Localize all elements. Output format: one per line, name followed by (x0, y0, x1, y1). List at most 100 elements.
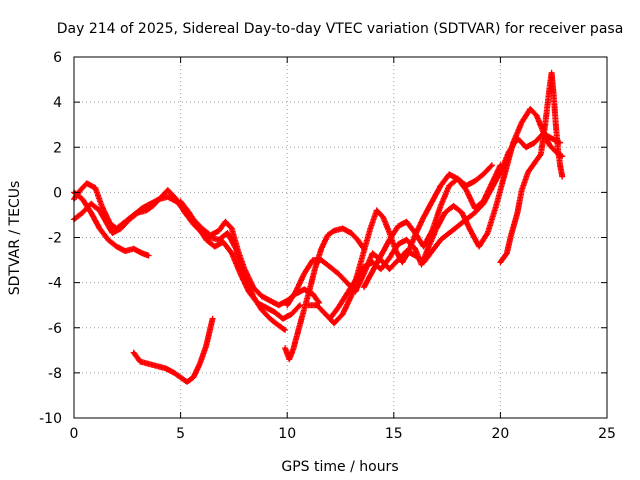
data-point (388, 256, 391, 260)
data-point (81, 211, 84, 214)
series-10 (361, 162, 504, 291)
data-point (294, 290, 297, 293)
data-point (89, 202, 93, 205)
data-point (533, 141, 536, 144)
data-point (473, 211, 477, 214)
data-point (141, 252, 144, 255)
data-point (303, 272, 306, 275)
y-tick-label: -10 (39, 411, 62, 427)
data-point (209, 236, 212, 239)
data-point (362, 265, 366, 269)
data-point (477, 245, 481, 248)
data-point (277, 303, 280, 307)
data-point (426, 247, 430, 250)
series-9 (326, 105, 566, 322)
data-point (520, 188, 523, 192)
x-tick-label: 20 (491, 426, 509, 442)
data-point (535, 114, 538, 117)
y-axis-label: SDTVAR / TECUs (7, 181, 23, 296)
data-point (490, 182, 494, 185)
data-point (217, 238, 221, 241)
data-point (158, 197, 161, 201)
data-point (192, 376, 195, 379)
data-point (396, 225, 400, 228)
data-point (539, 152, 543, 156)
data-point (371, 261, 374, 264)
data-point (381, 215, 385, 219)
y-tick-label: 0 (53, 185, 62, 201)
y-tick-label: -6 (48, 321, 62, 337)
data-point (183, 211, 187, 214)
data-point (337, 272, 340, 275)
data-point (401, 261, 404, 264)
data-series (71, 69, 566, 385)
data-point (413, 247, 417, 250)
data-point (362, 249, 366, 253)
data-point (388, 267, 391, 271)
y-tick-label: 6 (53, 50, 62, 66)
data-point (554, 123, 558, 126)
data-point (98, 209, 101, 212)
data-point (290, 313, 293, 316)
data-point (166, 188, 170, 192)
data-point (164, 367, 167, 370)
data-point (268, 317, 272, 320)
data-point (345, 292, 349, 296)
data-point (548, 87, 551, 90)
data-point (494, 204, 498, 208)
data-point (179, 376, 182, 379)
data-point (396, 243, 400, 246)
data-point (561, 175, 564, 178)
data-point (147, 362, 150, 366)
data-point (303, 288, 306, 291)
data-point (132, 351, 135, 354)
grid (74, 57, 607, 418)
data-point (552, 94, 555, 97)
data-point (104, 220, 108, 223)
data-point (548, 143, 551, 147)
data-point (256, 301, 259, 305)
data-point (260, 308, 263, 311)
data-point (307, 292, 310, 296)
data-point (111, 231, 114, 235)
x-axis-label: GPS time / hours (281, 459, 398, 475)
data-point (179, 200, 182, 203)
data-point (405, 238, 408, 241)
data-point (388, 231, 391, 235)
data-point (328, 317, 332, 320)
data-point (85, 182, 88, 185)
data-point (106, 238, 110, 241)
data-point (213, 245, 216, 248)
data-point (379, 254, 383, 257)
data-point (341, 313, 344, 316)
data-point (543, 123, 547, 126)
data-point (422, 215, 425, 219)
y-tick-label: -4 (48, 276, 62, 292)
data-point (251, 285, 255, 289)
data-point (138, 360, 142, 363)
data-point (558, 164, 562, 167)
data-point (341, 227, 344, 230)
data-point (115, 245, 118, 248)
data-point (439, 238, 442, 241)
data-point (439, 204, 442, 208)
data-point (119, 227, 123, 230)
data-point (324, 313, 327, 316)
data-point (332, 229, 336, 232)
data-point (288, 358, 291, 361)
data-point (326, 234, 329, 237)
data-point (526, 170, 530, 174)
data-point (198, 362, 201, 366)
data-point (430, 229, 434, 232)
data-point (448, 173, 451, 176)
chart-title: Day 214 of 2025, Sidereal Day-to-day VTE… (57, 21, 624, 37)
data-point (533, 161, 536, 165)
data-point (94, 186, 97, 190)
data-point (155, 364, 159, 368)
data-point (337, 306, 340, 309)
data-point (145, 209, 148, 212)
data-point (230, 227, 233, 230)
data-point (277, 324, 280, 327)
